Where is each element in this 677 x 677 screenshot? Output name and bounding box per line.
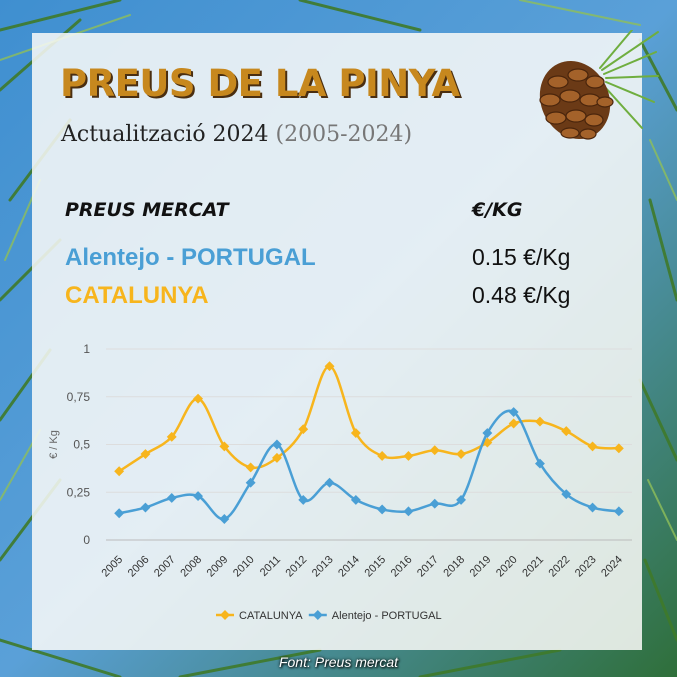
data-point-catalunya [587, 441, 598, 452]
data-point-portugal [219, 514, 230, 524]
y-axis-label: € / Kg [48, 430, 60, 459]
data-point-portugal [456, 494, 466, 505]
x-tick-label: 2005 [99, 554, 125, 580]
subtitle: Actualització 2024 (2005-2024) [61, 122, 412, 147]
data-point-portugal [245, 477, 256, 488]
data-point-portugal [140, 502, 151, 513]
data-point-catalunya [535, 416, 545, 427]
y-tick-label: 0,25 [67, 485, 91, 499]
x-tick-label: 2024 [599, 554, 625, 580]
price-row-catalunya-name: CATALUNYA [65, 282, 209, 309]
y-tick-label: 0,75 [67, 390, 91, 404]
content-card [32, 33, 642, 650]
data-point-catalunya [219, 441, 230, 452]
x-tick-label: 2022 [547, 554, 573, 580]
data-point-portugal [508, 407, 519, 417]
prices-table-header-unit: €/KG [472, 199, 523, 221]
data-point-catalunya [140, 449, 151, 459]
x-tick-label: 2007 [152, 554, 178, 580]
data-point-catalunya [245, 462, 256, 473]
data-point-portugal [193, 491, 203, 502]
page-title: PREUS DE LA PINYA [60, 62, 460, 105]
legend-label-catalunya: CATALUNYA [239, 610, 303, 622]
x-tick-label: 2008 [178, 554, 204, 580]
data-point-catalunya [350, 428, 361, 438]
legend-marker-portugal [312, 610, 323, 620]
data-point-portugal [324, 477, 335, 488]
x-tick-label: 2023 [573, 554, 599, 580]
data-point-portugal [535, 458, 545, 469]
price-row-portugal-name: Alentejo - PORTUGAL [65, 244, 316, 271]
x-tick-label: 2016 [389, 554, 415, 580]
series-line-catalunya [118, 364, 619, 473]
y-tick-label: 0 [83, 533, 90, 547]
data-point-catalunya [561, 426, 572, 437]
x-tick-label: 2018 [441, 554, 467, 580]
data-point-portugal [613, 506, 624, 517]
x-tick-label: 2011 [258, 554, 283, 579]
data-point-portugal [429, 498, 440, 509]
data-point-catalunya [403, 451, 414, 461]
data-point-catalunya [166, 431, 177, 442]
data-point-catalunya [613, 443, 624, 454]
x-tick-label: 2015 [362, 554, 388, 580]
price-row-catalunya-value: 0.48 €/Kg [472, 282, 571, 308]
pine-cone-icon [539, 30, 659, 140]
x-tick-label: 2012 [284, 554, 310, 580]
data-point-portugal [377, 504, 388, 515]
prices-table-header-market: PREUS MERCAT [65, 199, 229, 221]
data-point-catalunya [429, 445, 440, 456]
x-tick-label: 2017 [415, 554, 441, 580]
data-point-portugal [350, 494, 361, 505]
data-point-portugal [587, 502, 598, 513]
subtitle-main: Actualització 2024 [61, 122, 269, 147]
x-tick-label: 2019 [468, 554, 494, 580]
price-row-portugal-value: 0.15 €/Kg [472, 244, 571, 270]
x-tick-label: 2010 [231, 554, 257, 580]
data-point-catalunya [193, 393, 203, 404]
data-point-catalunya [298, 424, 309, 435]
subtitle-range: (2005-2024) [275, 122, 413, 147]
x-tick-label: 2021 [520, 554, 546, 580]
data-point-portugal [561, 489, 572, 500]
x-tick-label: 2006 [126, 554, 152, 580]
data-point-catalunya [456, 449, 466, 459]
data-point-catalunya [324, 361, 335, 372]
x-tick-label: 2013 [310, 554, 336, 580]
source-note: Font: Preus mercat [278, 654, 399, 670]
data-point-catalunya [272, 452, 282, 463]
data-point-catalunya [508, 418, 519, 429]
data-point-portugal [298, 494, 309, 505]
legend-label-portugal: Alentejo - PORTUGAL [332, 610, 442, 622]
x-tick-label: 2009 [205, 554, 231, 580]
data-point-catalunya [377, 451, 388, 461]
data-point-portugal [166, 493, 177, 503]
y-tick-label: 0,5 [73, 438, 90, 452]
data-point-portugal [272, 439, 282, 450]
series-line-portugal [118, 409, 620, 521]
x-tick-label: 2014 [336, 554, 362, 580]
data-point-portugal [114, 508, 125, 519]
data-point-portugal [403, 506, 414, 517]
data-point-portugal [482, 428, 493, 438]
x-tick-label: 2020 [494, 554, 520, 580]
legend-marker-catalunya [220, 610, 230, 620]
y-tick-label: 1 [83, 342, 90, 356]
